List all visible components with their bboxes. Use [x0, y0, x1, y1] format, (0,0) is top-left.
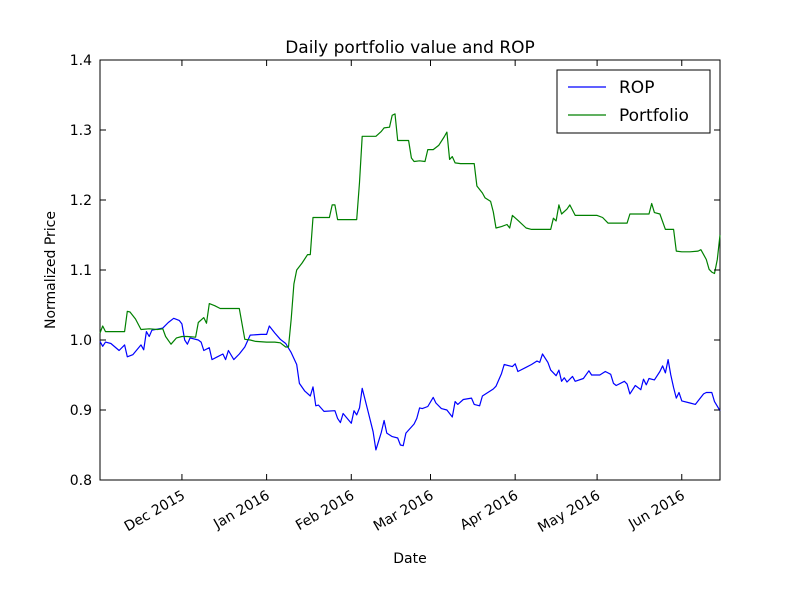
y-tick-label: 1.1	[70, 263, 92, 279]
legend: ROP Portfolio	[556, 69, 711, 134]
y-tick-label: 0.8	[70, 473, 92, 489]
y-tick-label: 0.9	[70, 403, 92, 419]
series-line-portfolio	[99, 113, 721, 348]
legend-label-rop: ROP	[619, 78, 654, 98]
legend-box	[556, 69, 711, 134]
y-tick-label: 1.2	[70, 193, 92, 209]
chart-title: Daily portfolio value and ROP	[285, 38, 535, 58]
series-line-rop	[99, 317, 721, 451]
y-axis-title: Normalized Price	[43, 211, 59, 329]
y-tick-label: 1.3	[70, 123, 92, 139]
y-tick-label: 1.0	[70, 333, 92, 349]
y-tick-label: 1.4	[70, 53, 92, 69]
series-layer	[99, 113, 721, 451]
legend-label-portfolio: Portfolio	[619, 106, 689, 126]
y-axis: 0.8 0.9 1.0 1.1 1.2 1.3 1.4	[70, 53, 720, 489]
x-axis-title: Date	[393, 551, 426, 567]
